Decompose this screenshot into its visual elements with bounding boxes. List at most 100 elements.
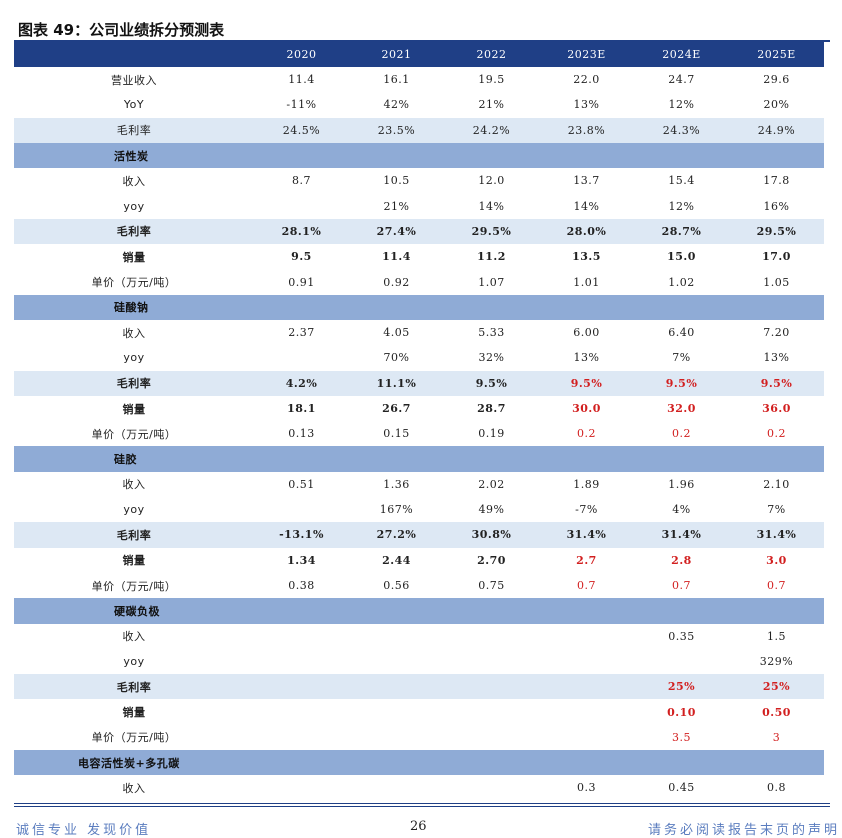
value-cell: 24.5% (254, 117, 349, 143)
value-cell: 2.7 (576, 553, 597, 567)
value-cell: 16% (763, 199, 790, 213)
value-cell: 36.0 (762, 402, 791, 415)
value-cell: 0.35 (668, 629, 695, 643)
section-filler-cell (539, 446, 634, 472)
value-cell: 0.13 (288, 427, 315, 441)
value-cell: 9.5% (729, 370, 824, 396)
value-cell (254, 699, 349, 724)
value-cell: 1.34 (287, 553, 316, 567)
value-cell: 30.8% (444, 522, 539, 548)
table-row: 毛利率 24.5% 23.5% 24.2% 23.8% 24.3% 24.9% (14, 117, 824, 143)
value-cell: 12.0 (478, 174, 505, 188)
value-cell: 3.0 (766, 553, 787, 567)
table-row: 毛利率 -13.1% 27.2% 30.8% 31.4% 31.4% 31.4% (14, 522, 824, 548)
value-cell: 0.2 (767, 427, 786, 441)
header-cell-year: 2024E (634, 42, 729, 67)
value-cell: 49% (478, 503, 505, 517)
section-filler-cell (539, 750, 634, 776)
value-cell: 1.36 (383, 477, 410, 491)
table-row: yoy 167% 49% -7% 4% 7% (14, 497, 824, 522)
value-cell: 0.8 (767, 781, 786, 795)
value-cell: 11.2 (477, 250, 506, 264)
value-cell: 329% (759, 654, 794, 668)
section-filler-cell (254, 598, 349, 624)
header-cell-label (14, 42, 254, 67)
value-cell: 29.6 (763, 73, 790, 87)
row-label: 毛利率 (14, 370, 254, 396)
row-label: 单价（万元/吨） (91, 579, 177, 593)
value-cell: 0.7 (672, 579, 691, 593)
value-cell: 1.5 (767, 629, 786, 643)
value-cell (254, 649, 349, 674)
value-cell: 24.7 (668, 73, 695, 87)
value-cell: 1.05 (763, 275, 790, 289)
section-filler-cell (254, 294, 349, 320)
table-row: yoy 70% 32% 13% 7% 13% (14, 345, 824, 370)
row-label: 销量 (122, 554, 146, 568)
value-cell: 9.5% (634, 370, 729, 396)
section-filler-cell (349, 446, 444, 472)
value-cell: 14% (478, 199, 505, 213)
row-label: 收入 (122, 174, 146, 188)
row-label: 收入 (122, 630, 146, 644)
value-cell: 0.2 (577, 427, 596, 441)
value-cell: 0.7 (767, 579, 786, 593)
value-cell: 2.44 (382, 553, 411, 567)
section-label: 电容活性炭+多孔碳 (14, 750, 254, 776)
value-cell: -7% (575, 503, 598, 517)
table-row: 收入 8.7 10.5 12.0 13.7 15.4 17.8 (14, 168, 824, 193)
value-cell: 13.5 (572, 250, 601, 264)
value-cell: 0.45 (668, 781, 695, 795)
value-cell (444, 699, 539, 724)
row-label: 收入 (122, 478, 146, 492)
row-label: 销量 (122, 402, 146, 416)
row-label: 销量 (122, 706, 146, 720)
value-cell: 15.4 (668, 174, 695, 188)
value-cell: 1.96 (668, 477, 695, 491)
value-cell (349, 699, 444, 724)
value-cell: 6.40 (668, 326, 695, 340)
value-cell: 31.4% (634, 522, 729, 548)
value-cell: 23.8% (539, 117, 634, 143)
section-label: 硅酸钠 (14, 294, 254, 320)
table-row: 单价（万元/吨） 0.38 0.56 0.75 0.7 0.7 0.7 (14, 573, 824, 598)
value-cell (539, 725, 634, 750)
value-cell: 5.33 (478, 326, 505, 340)
value-cell: 28.1% (254, 218, 349, 245)
value-cell: 1.02 (668, 275, 695, 289)
value-cell: 21% (478, 98, 505, 112)
section-filler-cell (729, 750, 824, 776)
table-row: 单价（万元/吨） 0.13 0.15 0.19 0.2 0.2 0.2 (14, 421, 824, 446)
table-row: 销量 9.5 11.4 11.2 13.5 15.0 17.0 (14, 244, 824, 269)
value-cell: 20% (763, 98, 790, 112)
value-cell: 4.2% (254, 370, 349, 396)
row-label: 收入 (122, 326, 146, 340)
value-cell: 0.15 (383, 427, 410, 441)
value-cell: 11.4 (382, 250, 411, 264)
section-filler-cell (634, 142, 729, 169)
section-filler-cell (349, 598, 444, 624)
value-cell: 12% (668, 98, 695, 112)
value-cell: 13% (573, 98, 600, 112)
title-rule (14, 40, 830, 42)
row-label: yoy (123, 199, 145, 213)
footer-rule-secondary (14, 806, 830, 807)
value-cell: 24.9% (729, 117, 824, 143)
value-cell (254, 775, 349, 800)
value-cell: 24.3% (634, 117, 729, 143)
value-cell (444, 775, 539, 800)
value-cell (254, 725, 349, 750)
header-cell-year: 2022 (444, 42, 539, 67)
value-cell: 70% (383, 351, 410, 365)
value-cell: 28.7 (477, 402, 506, 415)
section-filler-cell (254, 750, 349, 776)
section-filler-cell (729, 598, 824, 624)
table-row: 销量 1.34 2.44 2.70 2.7 2.8 3.0 (14, 548, 824, 573)
value-cell (539, 624, 634, 649)
header-cell-year: 2025E (729, 42, 824, 67)
value-cell: 9.5 (291, 250, 312, 264)
value-cell: 4% (672, 503, 691, 517)
value-cell (254, 624, 349, 649)
value-cell: 29.5% (444, 218, 539, 245)
value-cell (349, 674, 444, 700)
